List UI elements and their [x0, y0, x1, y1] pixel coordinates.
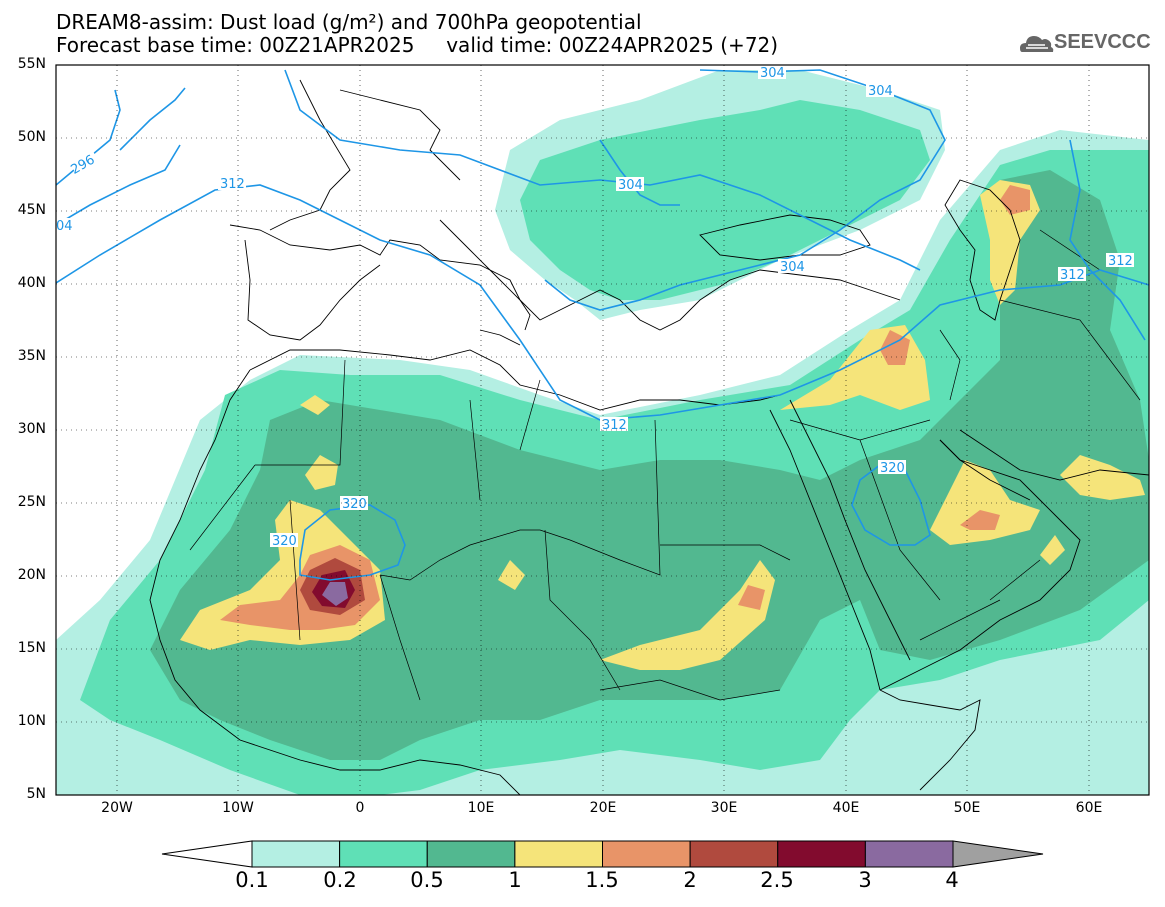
dust-field-1.5-gulf [960, 510, 1000, 530]
dust-fields [56, 70, 1149, 795]
lon-label: 10W [222, 800, 254, 816]
colorbar [161, 840, 1044, 868]
colorbar-label: 2.5 [760, 868, 794, 892]
contour-label: 320 [272, 534, 297, 549]
dust-field-0.2-europe [520, 100, 930, 300]
colorbar-label: 0.2 [323, 868, 357, 892]
lat-label: 15N [17, 640, 46, 656]
contour-label: 304 [780, 260, 805, 275]
dust-field-0.5 [150, 170, 1149, 760]
dust-field-1.0-sudan [600, 560, 775, 670]
figure-title-line-1: DREAM8-assim: Dust load (g/m²) and 700hP… [56, 10, 642, 34]
coastline-west-africa [149, 369, 521, 795]
contour-label: 04 [56, 219, 73, 234]
colorbar-label: 1.5 [585, 868, 619, 892]
contour-label: 304 [618, 178, 643, 193]
colorbar-box [426, 840, 516, 868]
contour-304-north [544, 69, 946, 311]
coastline-arabia [879, 439, 1081, 691]
coastline-red-sea [769, 399, 911, 691]
coastline-europe [229, 224, 901, 331]
colorbar-box [602, 840, 691, 868]
contour-label: 312 [220, 177, 245, 192]
contour-320-africa [299, 504, 406, 581]
lat-label: 20N [17, 567, 46, 583]
contour-label: 312 [1108, 254, 1133, 269]
contour-label: 304 [868, 84, 893, 99]
coastline-iberia [244, 239, 381, 341]
lon-label: 10E [467, 800, 495, 816]
colorbar-label: 0.5 [410, 868, 444, 892]
dust-field-1.0-morocco [300, 395, 330, 415]
colorbar-label: 4 [945, 868, 959, 892]
colorbar-box [251, 840, 341, 868]
contour-label: 304 [760, 66, 785, 81]
dust-field-1.0-algeria [305, 455, 338, 490]
contour-label-group: 296 312 04 304 304 304 304 312 312 312 3… [56, 65, 1134, 549]
contour-label: 320 [880, 461, 905, 476]
colorbar-low-triangle [161, 840, 253, 868]
contour-296b [119, 87, 186, 151]
colorbar-box [689, 840, 779, 868]
dust-field-1.0-iran [1060, 455, 1145, 500]
figure-title-line-2: Forecast base time: 00Z21APR2025 valid t… [56, 33, 779, 57]
colorbar-boxes [251, 840, 954, 868]
contour-label: 312 [602, 418, 627, 433]
lon-label: 60E [1075, 800, 1103, 816]
lat-label: 45N [17, 202, 46, 218]
contour-312-east [1069, 139, 1146, 341]
colorbar-box [864, 840, 954, 868]
colorbar-label: 0.1 [235, 868, 269, 892]
colorbar-box [514, 840, 603, 868]
cloud-icon [1020, 36, 1054, 52]
contour-label: 312 [1060, 268, 1085, 283]
lon-label: 30E [710, 800, 738, 816]
dust-field-1.0-oman [1040, 535, 1065, 565]
lat-label: 50N [17, 129, 46, 145]
border-lines [189, 229, 1141, 701]
graticule [56, 65, 1149, 795]
lat-label: 25N [17, 494, 46, 510]
dust-field-1.0-gulf [930, 460, 1040, 545]
colorbar-label: 1 [508, 868, 522, 892]
dust-field-1.0-chad [498, 560, 525, 590]
lon-label: 40E [832, 800, 860, 816]
colorbar-box [339, 840, 428, 868]
colorbar-label: 2 [683, 868, 697, 892]
coastline-black-sea [699, 214, 871, 261]
coastline-caspian [944, 179, 1021, 321]
coastline-horn [879, 689, 981, 791]
lat-label: 5N [26, 786, 46, 802]
lat-label: 55N [17, 56, 46, 72]
lat-label: 40N [17, 275, 46, 291]
logo-text: SEEVCCC [1054, 31, 1151, 53]
borders [189, 229, 1141, 701]
contour-304-centre [599, 139, 680, 206]
colorbar-box [777, 840, 866, 868]
lat-label: 30N [17, 421, 46, 437]
colorbar-high-triangle [952, 840, 1044, 868]
lon-label: 50E [953, 800, 981, 816]
lat-label: 35N [17, 348, 46, 364]
coastline-persian-gulf [939, 429, 1149, 501]
lat-label: 10N [17, 713, 46, 729]
lon-label: 20W [101, 800, 133, 816]
lon-label: 20E [589, 800, 617, 816]
colorbar-label: 3 [858, 868, 872, 892]
contour-296 [56, 89, 121, 186]
contour-304-west [56, 144, 181, 226]
map-frame [55, 64, 1150, 796]
dust-field-1.5-sudan [738, 585, 765, 610]
lon-label: 0 [355, 800, 365, 816]
coastlines [149, 79, 1149, 795]
contour-label: 320 [342, 497, 367, 512]
coastline-north-africa [249, 349, 781, 411]
dust-field-3.0-mali [322, 582, 348, 606]
coastline-france-uk [269, 79, 461, 231]
coastline-italy [439, 219, 531, 346]
